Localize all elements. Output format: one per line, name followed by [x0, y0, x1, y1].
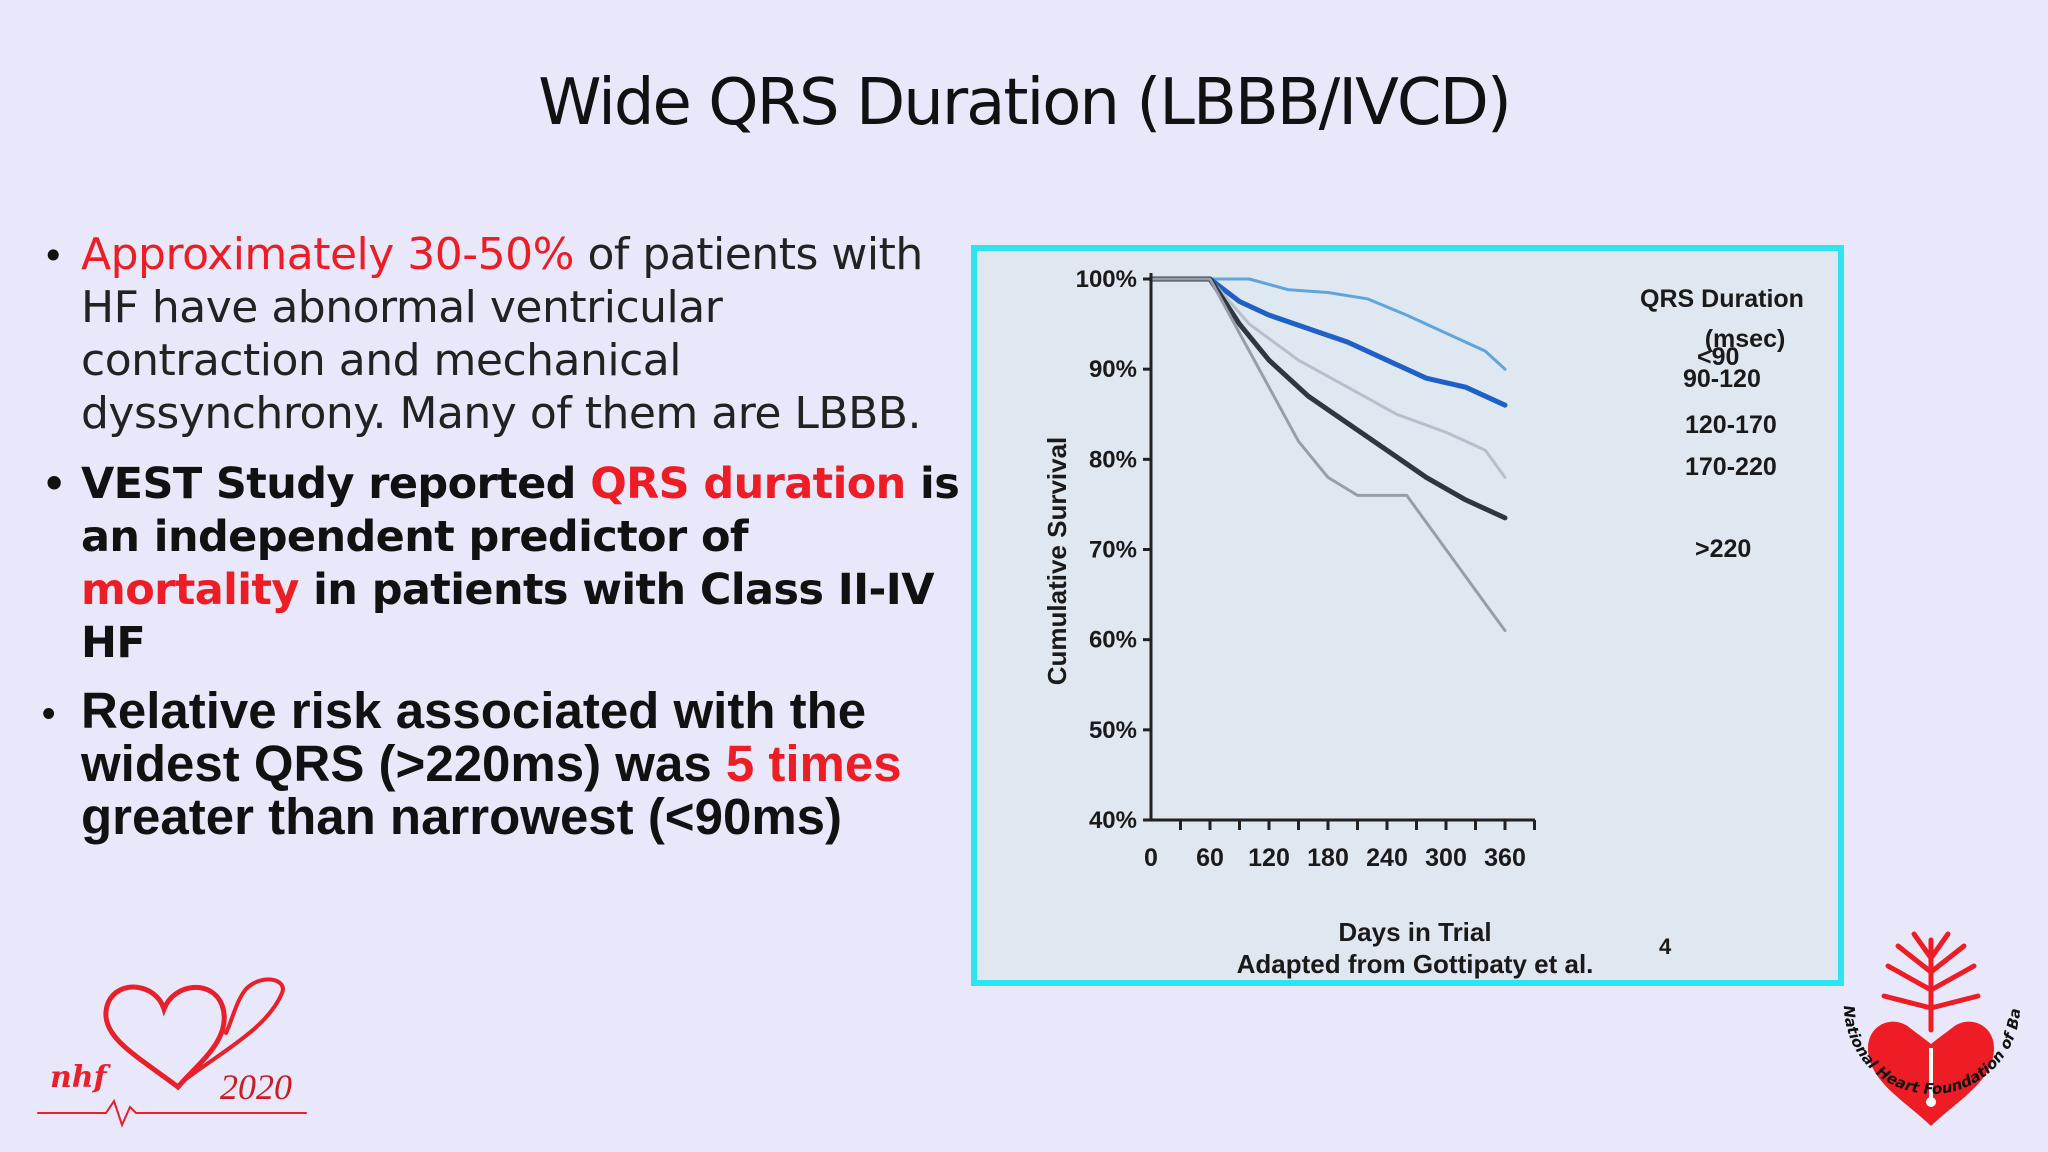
legend-label: >220 — [1695, 535, 1751, 563]
survival-chart: 40% 50% 60% 70% 80% 90% 100% 0 60 120 180 240 300 360… — [1042, 266, 1804, 979]
x-tick-label: 360 — [1484, 844, 1526, 872]
bullet-item: • Relative risk associated with the wide… — [40, 684, 960, 843]
y-tick-label: 80% — [1089, 446, 1137, 473]
nhf-bangladesh-logo: National Heart Foundation of Bangladesh — [1821, 916, 2036, 1145]
logo-left-text: nhf — [50, 1060, 112, 1095]
bullet-text: Approximately 30-50% of patients with HF… — [81, 229, 923, 439]
survival-chart-frame: 40% 50% 60% 70% 80% 90% 100% 0 60 120 180 240 300 360… — [971, 245, 1844, 986]
bullet-text-part: Approximately 30-50% — [81, 229, 574, 280]
caption-reference: 4 — [1659, 934, 1672, 959]
y-tick-label: 90% — [1089, 356, 1137, 383]
bullet-list: • Approximately 30-50% of patients with … — [40, 228, 960, 843]
legend-label: 90-120 — [1683, 365, 1761, 393]
heart-tree-icon — [1868, 931, 1994, 1126]
x-tick-label: 180 — [1307, 844, 1349, 872]
series-line — [1149, 277, 1507, 633]
bullet-text: VEST Study reported QRS duration is an i… — [81, 459, 960, 668]
y-tick-label: 60% — [1089, 627, 1137, 654]
bullet-text-part: 5 times — [725, 735, 902, 792]
x-axis-label: Days in Trial — [1338, 917, 1491, 947]
bullet-text-part: mortality — [81, 565, 299, 615]
legend-label: <90 — [1697, 343, 1739, 371]
bullet-text-part: QRS duration — [590, 459, 906, 509]
y-tick-label: 100% — [1076, 266, 1137, 293]
legend-label: 120-170 — [1685, 411, 1777, 439]
bullet-text-part: of patients with HF have abnormal ventri… — [81, 229, 923, 439]
chart-caption: Adapted from Gottipaty et al. — [1237, 949, 1594, 979]
bullet-marker: • — [42, 234, 64, 278]
x-tick-label: 120 — [1248, 844, 1290, 872]
y-axis-label: Cumulative Survival — [1042, 437, 1072, 686]
nhf-2020-logo: nhf 2020 — [36, 975, 326, 1140]
series-line — [1148, 276, 1508, 521]
bullet-text-part: is an independent predictor of — [81, 459, 960, 562]
series-line — [1148, 276, 1508, 408]
legend-label: 170-220 — [1685, 453, 1777, 481]
slide-title: Wide QRS Duration (LBBB/IVCD) — [538, 66, 1512, 140]
logo-left-year: 2020 — [220, 1067, 292, 1107]
series-line — [1149, 277, 1507, 479]
bullet-text-part: VEST Study reported — [81, 459, 591, 509]
bullet-text-part: in patients with Class II-IV HF — [81, 565, 934, 668]
bullet-marker: • — [42, 693, 56, 735]
bullet-text: Relative risk associated with the widest… — [81, 682, 902, 845]
x-tick-label: 240 — [1366, 844, 1408, 872]
bullet-marker: • — [42, 462, 66, 506]
bullet-item: • Approximately 30-50% of patients with … — [40, 228, 960, 440]
series-line — [1149, 277, 1507, 371]
y-tick-label: 40% — [1089, 807, 1137, 834]
bullet-item: • VEST Study reported QRS duration is an… — [40, 458, 960, 670]
bullet-text-part: greater than narrowest (<90ms) — [81, 788, 843, 845]
legend-subtitle: (msec) — [1705, 325, 1786, 353]
legend-title: QRS Duration — [1640, 285, 1804, 313]
bullet-text-part: Relative risk associated with the widest… — [81, 682, 867, 792]
heart-ecg-icon — [37, 977, 307, 1128]
y-tick-label: 70% — [1089, 537, 1137, 564]
y-tick-label: 50% — [1089, 717, 1137, 744]
x-tick-label: 300 — [1425, 844, 1467, 872]
x-tick-label: 60 — [1196, 844, 1224, 872]
x-tick-label: 0 — [1144, 844, 1158, 872]
